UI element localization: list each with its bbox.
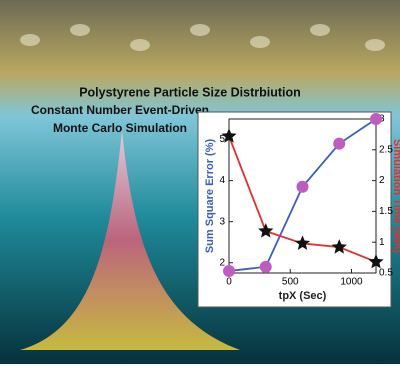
y2-tick-label: 2 xyxy=(379,175,385,186)
x-tick-label: 500 xyxy=(282,277,299,288)
particles-art xyxy=(20,24,385,51)
star-marker xyxy=(368,253,384,269)
y-tick-label: 4 xyxy=(219,175,225,186)
y2-tick-label: 2.5 xyxy=(379,144,393,155)
circle-marker xyxy=(333,137,346,150)
subtitle: Monte Carlo Simulation xyxy=(53,121,187,135)
star-marker xyxy=(221,128,237,143)
y-axis-label: Sum Square Error (%) xyxy=(204,139,216,254)
star-marker xyxy=(331,239,347,254)
x-tick-label: 0 xyxy=(226,277,232,288)
y2-tick-label: 3 xyxy=(379,114,385,125)
title: Polystyrene Particle Size Distrbiution xyxy=(79,85,301,99)
plot-frame xyxy=(228,118,377,274)
y-tick-label: 5 xyxy=(219,134,225,145)
star-marker xyxy=(258,223,274,238)
y-tick-label: 3 xyxy=(219,216,225,227)
circle-marker xyxy=(259,260,272,273)
circle-marker xyxy=(370,113,382,125)
star-marker xyxy=(294,235,311,250)
x-axis-label: tpX (Sec) xyxy=(279,290,327,302)
chart: 0 500 1000 2 3 4 5 0.5 1 1.5 2 2.5 3 tpX (Sec) Sum Squ… xyxy=(204,113,400,302)
y2-tick-label: 1 xyxy=(379,237,385,248)
subtitle: Constant Number Event-Driven xyxy=(31,103,209,117)
circle-marker xyxy=(223,264,235,277)
x-tick-label: 1000 xyxy=(340,277,363,288)
y2-tick-label: 1.5 xyxy=(379,206,393,217)
y-tick-label: 2 xyxy=(219,257,225,268)
circle-marker xyxy=(296,180,309,193)
distribution-art xyxy=(20,130,240,350)
y2-axis-label: Simulation Time (Min) xyxy=(391,139,400,253)
y2-tick-label: 0.5 xyxy=(379,268,393,279)
